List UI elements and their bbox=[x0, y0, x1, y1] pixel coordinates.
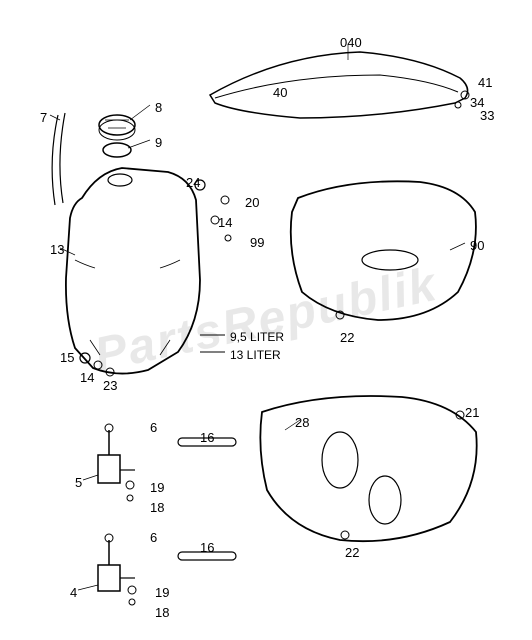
bolt-19b bbox=[128, 586, 136, 594]
callout-18: 18 bbox=[150, 500, 164, 515]
panel-cutout bbox=[362, 250, 418, 270]
callout-18b: 18 bbox=[155, 605, 169, 620]
leader-5 bbox=[83, 475, 98, 480]
leader-7 bbox=[50, 115, 60, 120]
callout-14: 14 bbox=[218, 215, 232, 230]
callout-19: 19 bbox=[150, 480, 164, 495]
seat-outline bbox=[210, 52, 468, 118]
tank-filler bbox=[108, 174, 132, 186]
callout-41: 41 bbox=[478, 75, 492, 90]
callout-40: 40 bbox=[273, 85, 287, 100]
fuel-cap-gasket bbox=[103, 143, 131, 157]
callout-4: 4 bbox=[70, 585, 77, 600]
panel-hole-1 bbox=[322, 432, 358, 488]
seat-detail bbox=[215, 75, 458, 98]
callout-9: 9 bbox=[155, 135, 162, 150]
callout-22b: 22 bbox=[345, 545, 359, 560]
fuel-tap-upper-body bbox=[98, 455, 120, 483]
fuel-tank-outline bbox=[66, 168, 200, 374]
callout-15: 15 bbox=[60, 350, 74, 365]
panel-hole-2 bbox=[369, 476, 401, 524]
fuel-tap-lower-body bbox=[98, 565, 120, 591]
leader-90 bbox=[450, 243, 465, 250]
fuel-hose bbox=[52, 113, 65, 205]
callout-22: 22 bbox=[340, 330, 354, 345]
callout-99: 99 bbox=[250, 235, 264, 250]
capacity-label-2: 13 LITER bbox=[230, 348, 281, 362]
leader-9 bbox=[128, 140, 150, 148]
seat-washer bbox=[455, 102, 461, 108]
bolt-19a bbox=[126, 481, 134, 489]
callout-20: 20 bbox=[245, 195, 259, 210]
callout-6b: 6 bbox=[150, 530, 157, 545]
fuel-cap-top bbox=[99, 115, 135, 135]
leader-4 bbox=[78, 585, 98, 590]
parts-diagram-svg bbox=[0, 0, 532, 640]
callout-040: 040 bbox=[340, 35, 362, 50]
callout-23: 23 bbox=[103, 378, 117, 393]
washer-18b bbox=[129, 599, 135, 605]
part-99 bbox=[225, 235, 231, 241]
part-14b bbox=[94, 361, 102, 369]
callout-21: 21 bbox=[465, 405, 479, 420]
bolt-22b bbox=[341, 531, 349, 539]
bolt-20 bbox=[221, 196, 229, 204]
callout-16: 16 bbox=[200, 430, 214, 445]
callout-24: 24 bbox=[186, 175, 200, 190]
tank-detail bbox=[75, 260, 180, 268]
callout-5: 5 bbox=[75, 475, 82, 490]
washer-18a bbox=[127, 495, 133, 501]
callout-6: 6 bbox=[150, 420, 157, 435]
diagram-container: PartsRepublik bbox=[0, 0, 532, 640]
callout-28: 28 bbox=[295, 415, 309, 430]
leader-8 bbox=[130, 105, 150, 120]
callout-8: 8 bbox=[155, 100, 162, 115]
callout-33: 33 bbox=[480, 108, 494, 123]
tank-bottom-detail bbox=[90, 340, 170, 355]
callout-16b: 16 bbox=[200, 540, 214, 555]
capacity-label-1: 9,5 LITER bbox=[230, 330, 284, 344]
callout-90: 90 bbox=[470, 238, 484, 253]
side-panel-lower bbox=[260, 396, 476, 541]
fuel-cap-mid bbox=[99, 120, 135, 140]
callout-7: 7 bbox=[40, 110, 47, 125]
callout-19b: 19 bbox=[155, 585, 169, 600]
callout-13: 13 bbox=[50, 242, 64, 257]
callout-14b: 14 bbox=[80, 370, 94, 385]
